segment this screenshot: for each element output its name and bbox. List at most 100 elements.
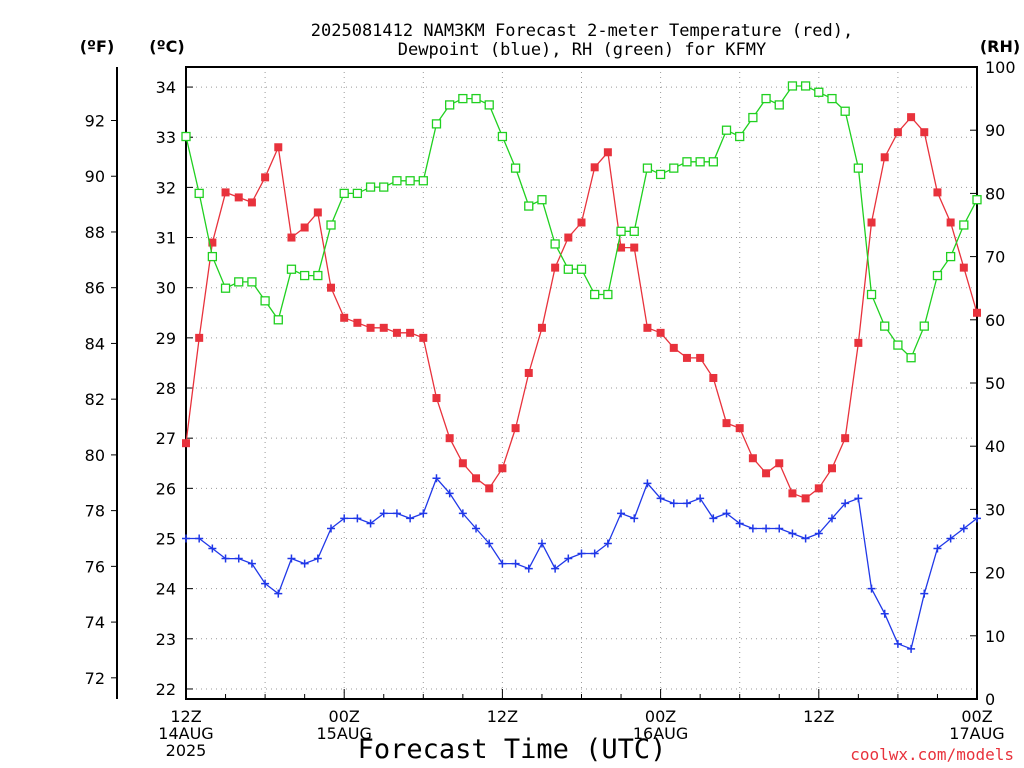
dewpoint-point (656, 494, 665, 503)
rh-point (616, 226, 626, 236)
temperature-point (867, 218, 876, 227)
dewpoint-point (551, 564, 560, 573)
rh-point (445, 100, 455, 110)
rh-point (484, 100, 494, 110)
fahrenheit-tick-label: 74 (85, 613, 105, 632)
rh-point (234, 277, 244, 287)
dewpoint-point (893, 639, 902, 648)
fahrenheit-tick-label: 72 (85, 669, 105, 688)
rh-tick-label: 10 (985, 627, 1005, 646)
temperature-point (182, 439, 190, 448)
rh-tick-label: 40 (985, 437, 1005, 456)
dewpoint-point (261, 579, 270, 588)
series (181, 81, 982, 653)
rh-point (286, 264, 297, 274)
dewpoint-point (577, 549, 586, 558)
dewpoint-point (973, 514, 981, 523)
temperature-point (590, 163, 599, 172)
x-tick-label: 00Z (645, 707, 676, 726)
dewpoint-point (445, 489, 454, 498)
rh-point (510, 163, 521, 173)
temperature-point (841, 434, 850, 443)
rh-point (431, 119, 442, 129)
rh-point (814, 87, 824, 97)
temperature-point (392, 328, 401, 337)
rh-point (181, 131, 191, 142)
temperature-point (353, 318, 362, 327)
rh-point (273, 315, 283, 325)
temperature-point (762, 469, 771, 478)
rh-point (458, 93, 468, 104)
temperature-point (788, 489, 797, 498)
dewpoint-point (867, 584, 876, 593)
dewpoint-point (353, 514, 362, 523)
rh-point (299, 270, 310, 281)
dewpoint-point (827, 514, 836, 523)
rh-point (365, 182, 376, 192)
temperature-point (366, 323, 375, 332)
dewpoint-point (195, 534, 204, 543)
temperature-point (511, 424, 520, 433)
dewpoint-point (762, 524, 771, 533)
rh-unit-label: (RH) (980, 37, 1020, 56)
rh-point (313, 270, 323, 281)
temperature-point (287, 233, 296, 242)
rh-point (919, 321, 929, 331)
celsius-tick-label: 33 (156, 128, 176, 147)
dewpoint-point (340, 514, 349, 523)
temperature-point (893, 128, 902, 137)
temperature-point (814, 484, 823, 493)
temperature-point (195, 333, 204, 342)
fahrenheit-tick-label: 92 (85, 112, 105, 131)
dewpoint-point (498, 559, 507, 568)
dewpoint-point (274, 589, 283, 598)
fahrenheit-tick-label: 80 (85, 446, 105, 465)
x-tick-label: 14AUG (158, 724, 213, 743)
fahrenheit-tick-label: 88 (85, 223, 105, 242)
temperature-point (472, 474, 481, 483)
temperature-point (854, 338, 863, 347)
dewpoint-point (300, 559, 309, 568)
rh-point (194, 188, 204, 199)
dewpoint-point (775, 524, 784, 533)
dewpoint-point (788, 529, 797, 538)
rh-point (761, 93, 771, 104)
dewpoint-point (564, 554, 573, 563)
temperature-point (709, 373, 718, 382)
dewpoint-point (366, 519, 375, 528)
dewpoint-point (748, 524, 757, 533)
celsius-tick-label: 26 (156, 479, 176, 498)
rh-point (669, 163, 679, 173)
rh-point (893, 340, 903, 350)
dewpoint-point (814, 529, 823, 538)
rh-point (708, 157, 718, 167)
temperature-point (327, 283, 336, 292)
dewpoint-point (959, 524, 968, 533)
temperature-point (735, 424, 744, 433)
temperature-point (907, 113, 916, 122)
x-tick-label: 00Z (961, 707, 992, 726)
dewpoint-point (709, 514, 718, 523)
temperature-point (313, 208, 322, 217)
temperature-point (445, 434, 454, 443)
dewpoint-point (907, 644, 916, 653)
temperature-point (551, 263, 560, 272)
celsius-tick-label: 27 (156, 429, 176, 448)
rh-point (945, 251, 956, 262)
x-tick-label: 17AUG (949, 724, 1004, 743)
dewpoint-point (247, 559, 256, 568)
dewpoint-point (841, 499, 850, 508)
chart-title-line2: Dewpoint (blue), RH (green) for KFMY (398, 40, 766, 60)
temperature-series (182, 113, 981, 503)
x-tick-label: 2025 (166, 741, 207, 760)
rh-point (695, 157, 705, 167)
celsius-tick-label: 25 (156, 529, 176, 548)
rh-point (642, 163, 653, 173)
dewpoint-point (590, 549, 599, 558)
temperature-point (537, 323, 546, 332)
dewpoint-point (643, 479, 652, 488)
temperature-point (221, 188, 230, 197)
temperature-point (524, 368, 533, 377)
rh-point (247, 277, 257, 287)
temperature-point (669, 343, 678, 352)
